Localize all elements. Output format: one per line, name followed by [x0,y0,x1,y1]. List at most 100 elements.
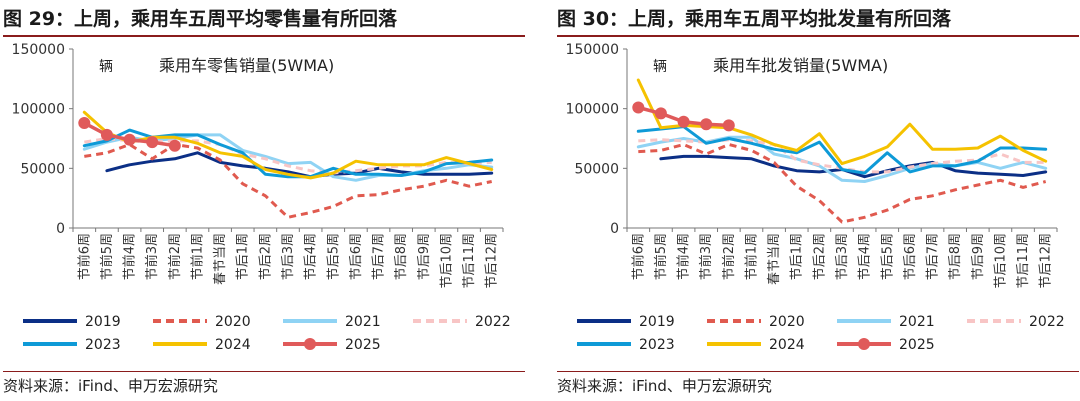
x-tick-label: 节后12周 [1039,233,1054,289]
series-line-2020 [638,143,1047,224]
source-rule [3,371,525,372]
x-tick-label: 节后3周 [835,233,850,280]
x-tick-label: 节后10周 [993,233,1008,289]
series-2025 [632,101,735,132]
y-axis-unit-label: 辆 [653,59,667,75]
x-tick-label: 节后2周 [812,233,827,280]
legend-label: 2023 [85,337,121,353]
series-point-2025 [123,133,136,146]
legend-item-2019: 2019 [577,314,675,330]
x-tick-label: 节后5周 [880,233,895,280]
x-tick-label: 节前2周 [167,233,183,280]
legend-label: 2021 [345,314,381,330]
title-rule [3,35,525,37]
x-tick-label: 节前1周 [189,233,205,280]
x-tick-label: 节后1周 [236,233,251,280]
x-tick-label: 节前1周 [743,233,759,280]
legend-item-2023: 2023 [577,337,675,353]
chart-panel-wholesale: 图 30：上周，乘用车五周平均批发量有所回落 0 50000 100000 15000… [557,0,1079,401]
x-tick-label: 节后7周 [372,233,387,280]
legend-item-2022: 2022 [967,314,1065,330]
y-tick-label: 50000 [20,161,65,177]
legend-label: 2020 [215,314,251,330]
y-tick-label: 0 [56,221,65,237]
x-tick-label: 春节当周 [213,233,228,285]
chart-title: 乘用车零售销量(5WMA) [159,56,334,75]
x-tick-label: 节后8周 [394,233,409,280]
x-tick-label: 节后7周 [926,233,941,280]
x-tick-label: 节后10周 [439,233,454,289]
series-line-2019 [105,151,494,179]
legend-marker [858,338,870,350]
source-note: 资料来源：iFind、申万宏源研究 [3,377,218,395]
x-tick-label: 节后5周 [326,233,341,280]
legend-label: 2022 [1029,314,1065,330]
x-tick-label: 节前4周 [122,233,138,280]
x-tick-label: 节前5周 [653,233,669,280]
series-point-2025 [632,101,645,114]
x-tick-label: 节前6周 [76,233,92,280]
x-tick-label: 节后12周 [485,233,500,289]
legend-label: 2023 [639,337,675,353]
x-tick-label: 节前4周 [676,233,692,280]
x-tick-label: 节后3周 [281,233,296,280]
legend-item-2020: 2020 [153,314,251,330]
series-point-2025 [722,119,735,132]
y-axis-unit-label: 辆 [99,59,113,75]
x-tick-label: 节后1周 [790,233,805,280]
legend-item-2021: 2021 [837,314,935,330]
x-tick-label: 节后9周 [971,233,986,280]
series-2020 [638,143,1047,224]
legend-label: 2024 [215,337,251,353]
legend-item-2020: 2020 [707,314,805,330]
series-point-2025 [168,139,181,152]
legend-item-2024: 2024 [153,337,251,353]
figure-title: 图 29：上周，乘用车五周平均零售量有所回落 [3,8,398,30]
series-point-2025 [78,117,91,129]
source-note: 资料来源：iFind、申万宏源研究 [557,377,772,395]
legend-marker [304,338,316,350]
series-line-2022 [84,137,492,175]
series-point-2025 [100,128,113,141]
series-point-2025 [654,107,667,120]
series-line-2019 [659,154,1048,179]
retail-line-chart: 0 50000 100000 150000 节前6周 节前5周 节前4周 节前3周 节前2周 节前… [12,42,511,353]
source-rule [557,371,1079,372]
x-tick-label: 节后2周 [258,233,273,280]
x-tick-label: 节后9周 [417,233,432,280]
x-tick-label: 节前5周 [99,233,115,280]
x-tick-label: 节后6周 [903,233,918,280]
x-tick-label: 节前6周 [630,233,646,280]
series-point-2025 [677,115,690,128]
title-rule [557,35,1079,37]
series-point-2025 [146,136,159,149]
legend-label: 2024 [769,337,805,353]
x-tick-label: 节前3周 [144,233,160,280]
x-tick-label: 节后8周 [948,233,963,280]
figure-title: 图 30：上周，乘用车五周平均批发量有所回落 [557,8,952,30]
x-tick-label: 节后11周 [462,233,477,289]
y-tick-label: 100000 [566,102,619,118]
legend-item-2025: 2025 [283,337,381,353]
series-2019 [659,154,1048,179]
y-tick-label: 50000 [574,161,619,177]
legend-label: 2025 [899,337,935,353]
series-line-2023 [636,125,1048,175]
wholesale-line-chart: 0 50000 100000 150000 节前6周 节前5周 节前4周 节前3周 节前2周 节前… [566,42,1065,353]
legend-label: 2020 [769,314,805,330]
series-2025 [78,117,181,152]
series-2019 [105,151,494,179]
legend-label: 2021 [899,314,935,330]
legend-label: 2019 [639,314,675,330]
series-2023 [636,125,1048,175]
legend-label: 2019 [85,314,121,330]
x-tick-label: 节后4周 [858,233,873,280]
series-2022 [84,137,492,175]
legend-item-2021: 2021 [283,314,381,330]
legend-label: 2022 [475,314,511,330]
x-tick-label: 节前3周 [698,233,714,280]
legend-item-2025: 2025 [837,337,935,353]
legend-label: 2025 [345,337,381,353]
legend-item-2019: 2019 [23,314,121,330]
chart-title: 乘用车批发销量(5WMA) [713,56,888,75]
